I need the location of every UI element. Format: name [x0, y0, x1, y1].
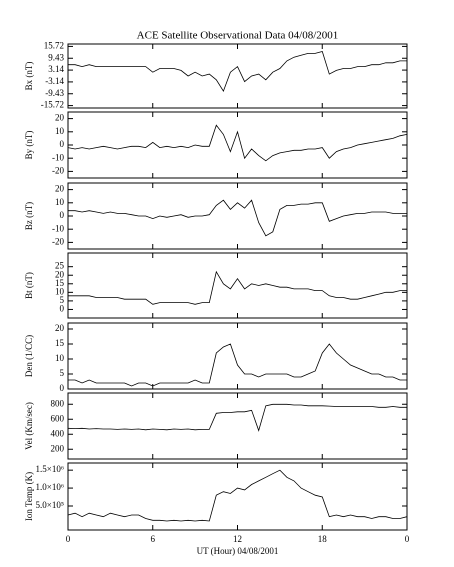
y-tick-label: 15	[55, 278, 65, 288]
y-tick-label: -10	[52, 152, 64, 162]
y-tick-label: -20	[52, 236, 64, 246]
y-tick-label: 3.14	[48, 64, 64, 74]
y-tick-label: 25	[55, 261, 65, 271]
y-axis-label: Ion Temp (K)	[24, 472, 34, 521]
data-line	[68, 270, 407, 305]
y-axis-label: By (nT)	[24, 131, 34, 160]
chart-title: ACE Satellite Observational Data 04/08/2…	[137, 30, 339, 42]
y-tick-label: 15	[55, 338, 65, 348]
y-tick-label: 5	[60, 368, 65, 378]
plot-frame	[67, 252, 408, 319]
x-tick-label: 0	[66, 534, 71, 544]
x-tick-label: 6	[151, 534, 156, 544]
y-tick-label: -10	[52, 223, 64, 233]
plot-frame	[67, 322, 408, 390]
x-tick-label: 18	[318, 534, 328, 544]
y-tick-label: 600	[51, 413, 65, 423]
y-tick-label: 10	[55, 197, 65, 207]
data-line	[68, 343, 407, 387]
y-tick-label: 20	[55, 184, 65, 194]
plot-frame	[67, 462, 408, 531]
y-tick-label: 0	[60, 383, 65, 393]
plot-frame	[67, 392, 408, 460]
data-line	[67, 469, 408, 522]
y-axis-label: Bt (nT)	[24, 272, 34, 299]
plot-frame	[67, 182, 408, 250]
y-tick-label: 15.72	[44, 40, 64, 50]
y-tick-label: 20	[55, 323, 65, 333]
data-line	[67, 124, 408, 162]
y-tick-label: 9.43	[48, 52, 64, 62]
y-tick-label: -20	[52, 165, 64, 175]
y-tick-label: 20	[55, 269, 65, 279]
y-tick-label: -15.72	[41, 100, 64, 110]
x-tick-label: 12	[233, 534, 242, 544]
y-axis-label: Bx (nT)	[24, 62, 34, 91]
plot-frame	[67, 43, 408, 109]
data-line	[68, 51, 407, 93]
y-tick-label: 0	[60, 304, 65, 314]
y-tick-label: 1.5×10⁶	[36, 464, 64, 474]
data-line	[67, 403, 407, 432]
x-axis-label: UT (Hour) 04/08/2001	[197, 546, 279, 556]
y-tick-label: -3.14	[45, 76, 64, 86]
plot-frame	[67, 111, 408, 179]
y-tick-label: 5.0×10⁵	[36, 500, 64, 510]
y-tick-label: 400	[51, 428, 65, 438]
y-tick-label: 0	[60, 210, 65, 220]
y-tick-label: 0	[60, 139, 65, 149]
y-tick-label: 5	[60, 295, 65, 305]
y-tick-label: 200	[51, 443, 65, 453]
y-tick-label: 800	[51, 398, 65, 408]
y-tick-label: 1.0×10⁶	[36, 482, 64, 492]
x-tick-label: 0	[405, 534, 410, 544]
y-tick-label: -9.43	[45, 88, 64, 98]
y-tick-label: 10	[55, 353, 65, 363]
y-tick-label: 10	[55, 286, 65, 296]
y-axis-label: Bz (nT)	[24, 202, 34, 230]
y-tick-label: 20	[55, 113, 65, 123]
y-axis-label: Den (1/CC)	[24, 335, 34, 377]
data-line	[68, 199, 407, 237]
y-axis-label: Vel (Km/sec)	[24, 402, 34, 450]
y-tick-label: 10	[55, 126, 65, 136]
